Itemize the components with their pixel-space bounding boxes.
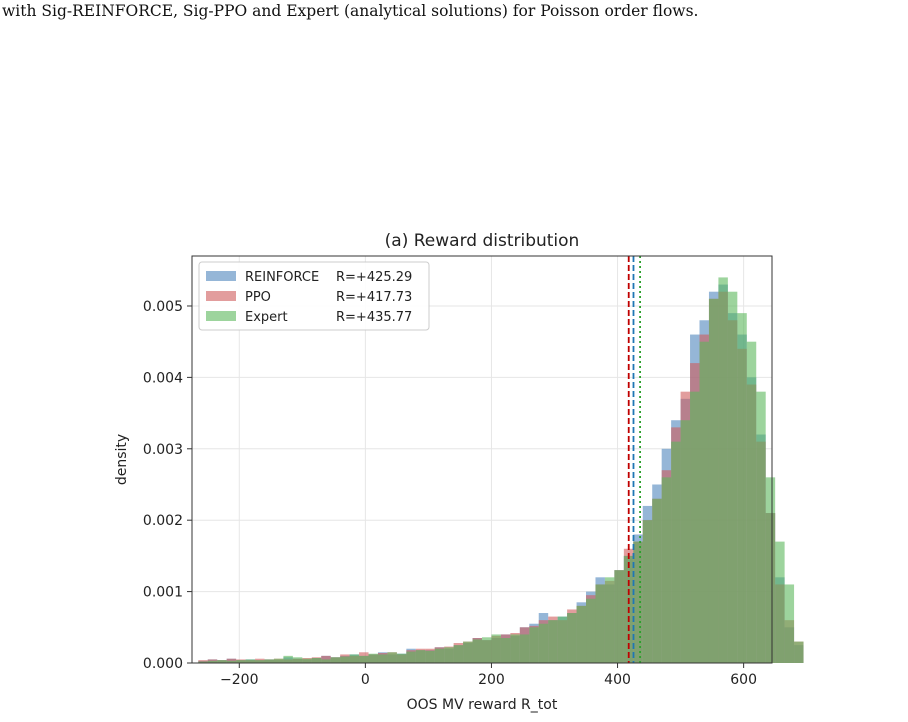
histogram-bar: [434, 648, 445, 663]
histogram-bar: [377, 654, 388, 663]
y-tick-label: 0.005: [143, 299, 183, 315]
histogram-bar: [463, 641, 473, 663]
histogram-bar: [576, 605, 587, 663]
histogram-bar: [217, 660, 227, 663]
histogram-bar: [359, 655, 369, 663]
y-tick-label: 0.001: [143, 585, 183, 601]
plot-frame: [191, 255, 773, 664]
histogram-bar: [661, 477, 672, 663]
histogram-bar: [557, 616, 568, 663]
legend-swatch-expert: [206, 311, 236, 321]
series-expert: [198, 277, 804, 663]
histogram-bar: [415, 650, 426, 663]
mean-lines: [627, 256, 641, 663]
legend-swatch-reinforce: [206, 271, 236, 281]
histogram-bar: [349, 654, 360, 663]
histogram-bar: [482, 637, 492, 663]
histogram-bar: [746, 341, 757, 663]
histogram-bar: [699, 341, 709, 663]
y-axis-label: density: [114, 434, 130, 485]
histogram-bar: [387, 652, 397, 663]
y-tick-label: 0.000: [143, 656, 183, 672]
histogram-bar: [292, 657, 303, 663]
histogram-bar: [311, 658, 322, 663]
histogram-bar: [500, 638, 511, 663]
histogram-bar: [245, 659, 256, 663]
histogram-bar: [226, 660, 237, 663]
histogram-bar: [510, 634, 520, 663]
histogram-bar: [671, 441, 681, 663]
histogram-bar: [794, 641, 804, 663]
histogram-bar: [264, 659, 274, 663]
histogram-bar: [595, 584, 605, 663]
histogram-bar: [207, 660, 218, 663]
histogram-bar: [491, 634, 501, 663]
axis-ticks: −200 0 200 400 600 0.000 0.001 0.002 0.003 0.004 0…: [143, 299, 757, 688]
histogram-bar: [368, 653, 378, 663]
histogram-bar: [425, 650, 435, 663]
histogram-bar: [784, 584, 795, 663]
histogram-bar: [690, 391, 700, 663]
histogram-bar: [718, 277, 728, 663]
x-tick-label: 0: [361, 672, 370, 688]
legend-mean-expert: R=+435.77: [336, 310, 412, 325]
histogram-bar: [406, 651, 416, 663]
histogram-bar: [538, 623, 549, 663]
histogram-bar: [255, 660, 265, 663]
histogram-bar: [283, 655, 293, 663]
histogram-bar: [680, 420, 691, 663]
x-tick-label: 400: [604, 672, 631, 688]
histogram-bar: [737, 313, 747, 663]
y-tick-label: 0.004: [143, 370, 183, 386]
y-tick-label: 0.003: [143, 442, 183, 458]
histogram-bar: [642, 520, 653, 663]
histogram-bar: [321, 659, 331, 663]
legend-label-expert: Expert: [245, 310, 288, 325]
histogram-bar: [453, 645, 464, 663]
chart-legend: REINFORCE R=+425.29 PPO R=+417.73 Expert R=+4…: [198, 261, 430, 331]
x-tick-label: 200: [478, 672, 505, 688]
histogram-bar: [340, 656, 350, 663]
histogram-bars: [198, 277, 804, 663]
histogram-bar: [633, 541, 643, 663]
figure-caption: with Sig-REINFORCE, Sig-PPO and Expert (…: [2, 2, 699, 20]
histogram-bar: [727, 291, 738, 663]
histogram-bar: [614, 570, 624, 663]
legend-label-ppo: PPO: [245, 290, 271, 305]
histogram-bar: [472, 639, 482, 663]
x-axis-label: OOS MV reward R_tot: [407, 697, 558, 713]
y-tick-label: 0.002: [143, 513, 183, 529]
histogram-bar: [236, 660, 246, 663]
x-tick-label: −200: [220, 672, 258, 688]
histogram-bar: [330, 657, 341, 663]
legend-mean-ppo: R=+417.73: [336, 290, 412, 305]
legend-label-reinforce: REINFORCE: [245, 270, 319, 285]
histogram-bar: [444, 647, 454, 663]
histogram-bar: [567, 613, 577, 663]
x-tick-label: 600: [730, 672, 757, 688]
histogram-bar: [302, 658, 312, 663]
histogram-bar: [708, 298, 719, 663]
histogram-bar: [519, 634, 530, 663]
histogram-bar: [765, 477, 776, 663]
histogram-bar: [396, 653, 407, 663]
legend-swatch-ppo: [206, 291, 236, 301]
histogram-bar: [756, 391, 766, 663]
histogram-bar: [604, 577, 615, 663]
histogram-bar: [652, 498, 662, 663]
histogram-bar: [775, 541, 785, 663]
chart-title: (a) Reward distribution: [385, 231, 580, 251]
legend-mean-reinforce: R=+425.29: [336, 270, 412, 285]
legend-box: [198, 261, 430, 331]
histogram-bar: [529, 627, 539, 663]
histogram-bar: [586, 598, 596, 663]
histogram-bar: [548, 620, 558, 663]
histogram-bar: [273, 658, 284, 663]
histogram-bar: [198, 661, 208, 663]
